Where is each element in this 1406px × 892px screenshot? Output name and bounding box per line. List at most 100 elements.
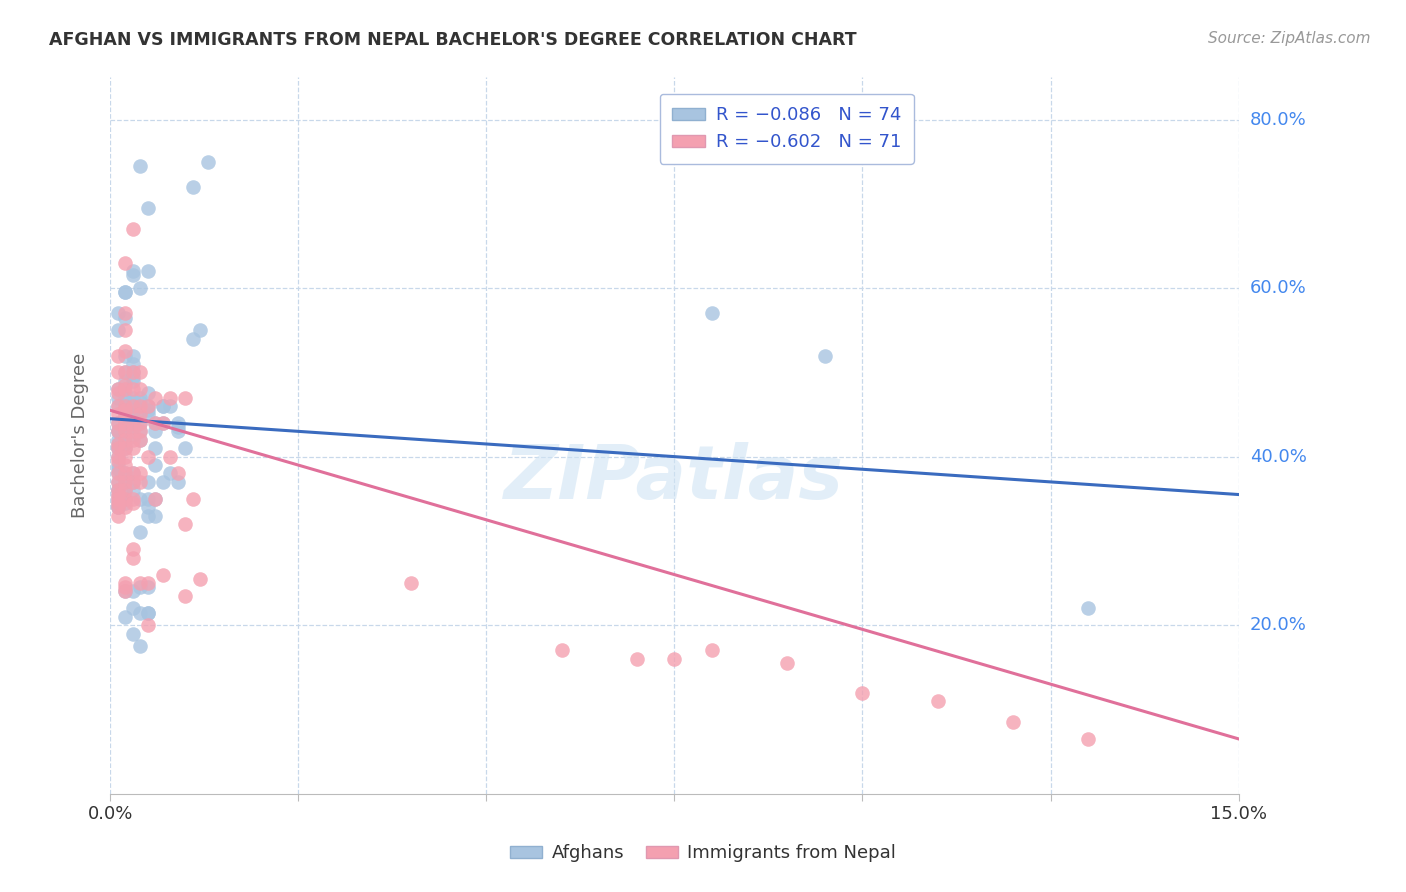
Point (129, 425, 152, 439)
Point (107, 487, 129, 501)
Text: Source: ZipAtlas.com: Source: ZipAtlas.com (1208, 31, 1371, 46)
Text: AFGHAN VS IMMIGRANTS FROM NEPAL BACHELOR'S DEGREE CORRELATION CHART: AFGHAN VS IMMIGRANTS FROM NEPAL BACHELOR… (49, 31, 856, 49)
Point (159, 399, 181, 413)
Point (121, 391, 143, 405)
Point (664, 652, 686, 666)
Point (152, 416, 174, 430)
Point (114, 399, 136, 413)
Point (121, 365, 143, 379)
Point (129, 433, 152, 447)
Point (114, 310, 136, 325)
Point (143, 458, 166, 472)
Point (114, 491, 136, 506)
Point (927, 694, 949, 708)
Point (121, 416, 143, 430)
Point (152, 416, 174, 430)
Point (121, 441, 143, 455)
Point (121, 542, 143, 557)
Legend: R = −0.086   N = 74, R = −0.602   N = 71: R = −0.086 N = 74, R = −0.602 N = 71 (659, 94, 914, 164)
Point (114, 306, 136, 320)
Point (114, 584, 136, 599)
Point (1077, 731, 1099, 746)
Point (107, 483, 129, 498)
Point (181, 332, 204, 346)
Point (776, 656, 799, 670)
Point (129, 491, 152, 506)
Point (107, 462, 129, 476)
Point (136, 491, 159, 506)
Point (121, 550, 143, 565)
Point (114, 584, 136, 599)
Point (143, 425, 166, 439)
Point (129, 365, 152, 379)
Point (143, 491, 166, 506)
Point (114, 399, 136, 413)
Point (174, 441, 197, 455)
Point (136, 399, 159, 413)
Point (107, 500, 129, 515)
Point (129, 475, 152, 489)
Point (107, 416, 129, 430)
Point (121, 425, 143, 439)
Point (114, 496, 136, 510)
Point (136, 264, 159, 278)
Point (129, 399, 152, 413)
Point (107, 365, 129, 379)
Point (107, 425, 129, 439)
Point (190, 323, 212, 337)
Point (121, 584, 143, 599)
Point (107, 433, 129, 447)
Point (107, 500, 129, 515)
Point (114, 609, 136, 624)
Point (136, 580, 159, 594)
Point (121, 475, 143, 489)
Point (121, 483, 143, 498)
Point (1001, 714, 1024, 729)
Point (129, 403, 152, 417)
Point (114, 391, 136, 405)
Point (129, 576, 152, 591)
Point (1077, 601, 1099, 615)
Point (107, 454, 129, 468)
Point (700, 306, 723, 320)
Point (121, 403, 143, 417)
Point (107, 487, 129, 501)
Point (143, 416, 166, 430)
Point (121, 399, 143, 413)
Point (114, 365, 136, 379)
Point (121, 491, 143, 506)
Point (159, 467, 181, 481)
Point (136, 386, 159, 401)
Point (136, 606, 159, 620)
Point (136, 403, 159, 417)
Point (121, 408, 143, 422)
Point (114, 437, 136, 451)
Point (114, 349, 136, 363)
Point (121, 467, 143, 481)
Point (114, 500, 136, 515)
Point (851, 685, 873, 699)
Point (114, 408, 136, 422)
Point (121, 374, 143, 388)
Point (107, 483, 129, 498)
Point (107, 491, 129, 506)
Point (143, 416, 166, 430)
Point (114, 433, 136, 447)
Point (136, 606, 159, 620)
Point (114, 483, 136, 498)
Point (107, 349, 129, 363)
Point (114, 576, 136, 591)
Point (107, 399, 129, 413)
Point (107, 450, 129, 464)
Point (174, 589, 197, 603)
Point (107, 475, 129, 489)
Point (114, 374, 136, 388)
Point (129, 391, 152, 405)
Point (197, 154, 219, 169)
Point (114, 491, 136, 506)
Point (136, 618, 159, 632)
Point (114, 416, 136, 430)
Point (121, 601, 143, 615)
Point (107, 450, 129, 464)
Point (121, 382, 143, 396)
